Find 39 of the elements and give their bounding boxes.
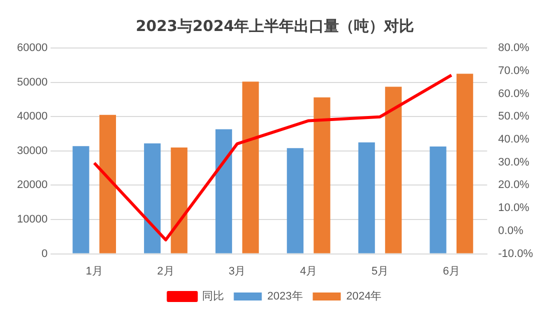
bar: [456, 74, 474, 254]
bar: [72, 146, 90, 254]
bar: [385, 86, 402, 254]
y2-tick-label: 40.0%: [498, 134, 530, 146]
y2-tick-label: 80.0%: [498, 42, 530, 54]
y2-tick-label: 70.0%: [498, 64, 530, 77]
y-tick-label: 10000: [16, 214, 48, 226]
legend-label: 2024年: [346, 290, 382, 303]
x-tick-label: 6月: [442, 265, 460, 278]
y2-tick-label: 10.0%: [498, 202, 530, 214]
bar: [242, 82, 259, 254]
bar: [430, 146, 446, 254]
bar: [170, 147, 188, 254]
legend-label: 2023年: [267, 290, 303, 303]
bar: [286, 148, 304, 254]
y2-tick-label: 0.0%: [498, 224, 524, 237]
y-tick-label: 50000: [16, 76, 48, 88]
y-tick-label: 40000: [16, 110, 48, 123]
y-tick-label: 30000: [16, 144, 48, 157]
y-tick-label: 60000: [16, 42, 48, 54]
bar: [314, 97, 330, 254]
y2-tick-label: 50.0%: [498, 110, 530, 123]
y-tick-label: 20000: [16, 179, 48, 192]
bar: [99, 114, 116, 254]
bar: [358, 142, 375, 254]
x-tick-label: 5月: [371, 265, 389, 278]
x-tick-label: 4月: [300, 265, 318, 278]
bar: [215, 129, 232, 254]
x-tick-label: 2月: [157, 265, 174, 278]
y-tick-label: 0: [41, 248, 48, 260]
y2-tick-label: 20.0%: [498, 179, 530, 192]
y2-tick-label: 60.0%: [498, 88, 530, 100]
chart-title: 2023与2024年上半年出口量（吨）对比: [136, 16, 414, 35]
y2-tick-label: 30.0%: [498, 156, 530, 168]
y2-tick-label: -10.0%: [498, 248, 534, 260]
x-tick-label: 3月: [228, 265, 246, 278]
x-tick-label: 1月: [86, 265, 103, 278]
legend-label: 同比: [202, 290, 224, 303]
bar: [144, 143, 161, 254]
